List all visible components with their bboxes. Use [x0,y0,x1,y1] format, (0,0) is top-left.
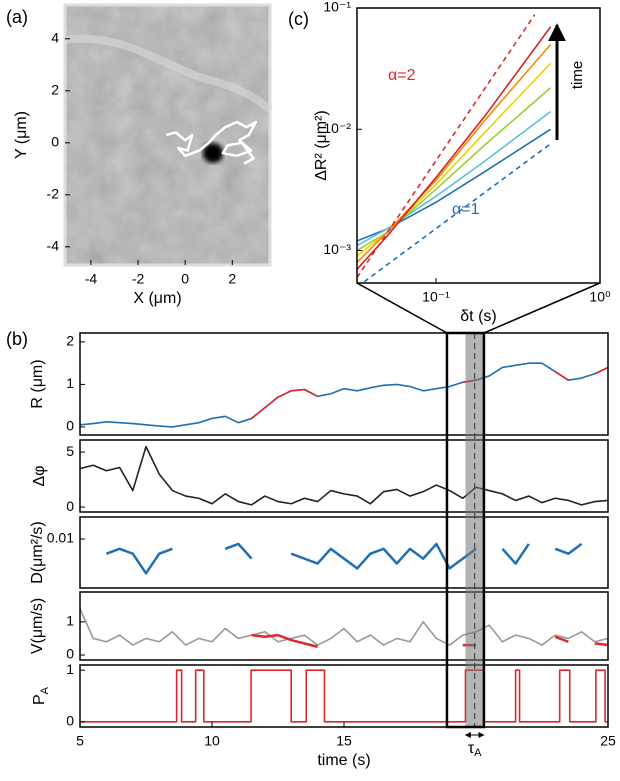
y-tick-label: 0 [66,498,74,514]
y-tick-label: 0 [51,134,59,150]
data-line [357,26,552,270]
plot-area [357,8,600,283]
y-axis-label: D(μm²/s) [29,521,46,584]
x-axis-label: X (μm) [133,290,181,307]
y-axis-label: PA [31,686,51,705]
tau-sub: A [474,747,482,759]
x-tick-label: 0 [181,271,189,287]
data-line [357,87,552,252]
zoom-line [483,282,601,334]
x-tick-label: 15 [336,733,352,749]
plot-frame [79,516,609,589]
data-line [80,669,608,723]
y-tick-label: 10⁻¹ [323,0,351,15]
y-axis-label: ΔR² (μm²) [313,110,330,181]
plot-area [80,592,608,660]
y-tick-label: -2 [47,186,60,202]
plot-frame [79,439,609,513]
data-line [357,128,552,242]
x-tick-label: 10⁰ [589,289,611,305]
plot-area [80,665,608,727]
x-tick-label: -4 [85,271,98,287]
data-line [80,445,608,506]
alpha1-label: α=1 [452,201,480,218]
trajectory [165,120,258,165]
plot-area [80,333,608,435]
y-tick-label: 1 [66,661,74,677]
y-axis-label-main: ΔR² (μm²) [313,110,330,181]
y-tick-label: 10⁻³ [323,241,351,257]
y-axis-label-sub: A [39,686,51,694]
panel-label: (a) [6,7,28,27]
panel-label: (c) [288,9,309,29]
zoom-line [356,282,448,334]
y-tick-label: 0 [66,418,74,434]
plot-area [80,440,608,512]
data-line [357,43,552,263]
x-tick-label: 5 [76,733,84,749]
data-line [80,362,608,428]
y-axis-label-main: R (μm) [29,359,46,408]
window [445,331,486,729]
y-tick-label: 0 [66,713,74,729]
y-axis-label: R (μm) [29,359,46,408]
time-label: time [569,61,586,89]
bead [203,143,223,163]
x-tick-label: 10 [204,733,220,749]
x-axis-label: time (s) [317,752,370,769]
y-axis-label: Y (μm) [13,111,30,159]
y-tick-label: 2 [51,82,59,98]
data-line [361,143,552,283]
y-tick-label: 2 [66,333,74,349]
y-tick-label: 4 [51,30,59,46]
y-axis-label: V(μm/s) [29,598,46,654]
y-axis-label: Δφ [31,465,48,486]
y-axis-label-main: P [31,694,48,705]
panel-label: (b) [6,329,28,349]
tau-label: τA [468,740,482,759]
data-line [80,608,608,646]
cell-edge [64,34,273,113]
plot-frame [79,591,609,661]
x-tick-label: 10⁻¹ [422,289,450,305]
data-line [357,110,552,247]
y-tick-label: -4 [47,238,60,254]
x-axis-label: δt (s) [460,308,496,325]
alpha2-label: α=2 [388,67,416,84]
y-tick-label: 5 [66,443,74,459]
y-axis-label-main: D(μm²/s) [29,521,46,584]
y-tick-label: 10⁻² [323,120,351,136]
plot-frame [356,7,601,284]
plots: -4 -2 0 2 4 -4 -2 0 2 X (μm) Y (μm) (a) 10⁻³ 10⁻² 10⁻¹… [6,0,616,769]
y-axis-label-main: Δφ [31,465,48,486]
y-axis-label-main: V(μm/s) [29,598,46,654]
data-line [357,14,536,278]
data-line [357,62,552,257]
tau-main: τ [468,740,475,757]
plot-area [80,517,608,588]
image-border [63,3,272,267]
y-tick-label: 1 [66,613,74,629]
x-tick-label: -2 [132,271,145,287]
x-tick-label: 2 [228,271,236,287]
y-tick-label: 1 [66,375,74,391]
x-tick-label: 25 [600,733,616,749]
y-tick-label: 0 [66,646,74,662]
y-axis-label-main: Y (μm) [13,111,30,159]
shade [465,333,484,727]
y-tick-label: 0.01 [47,530,74,546]
